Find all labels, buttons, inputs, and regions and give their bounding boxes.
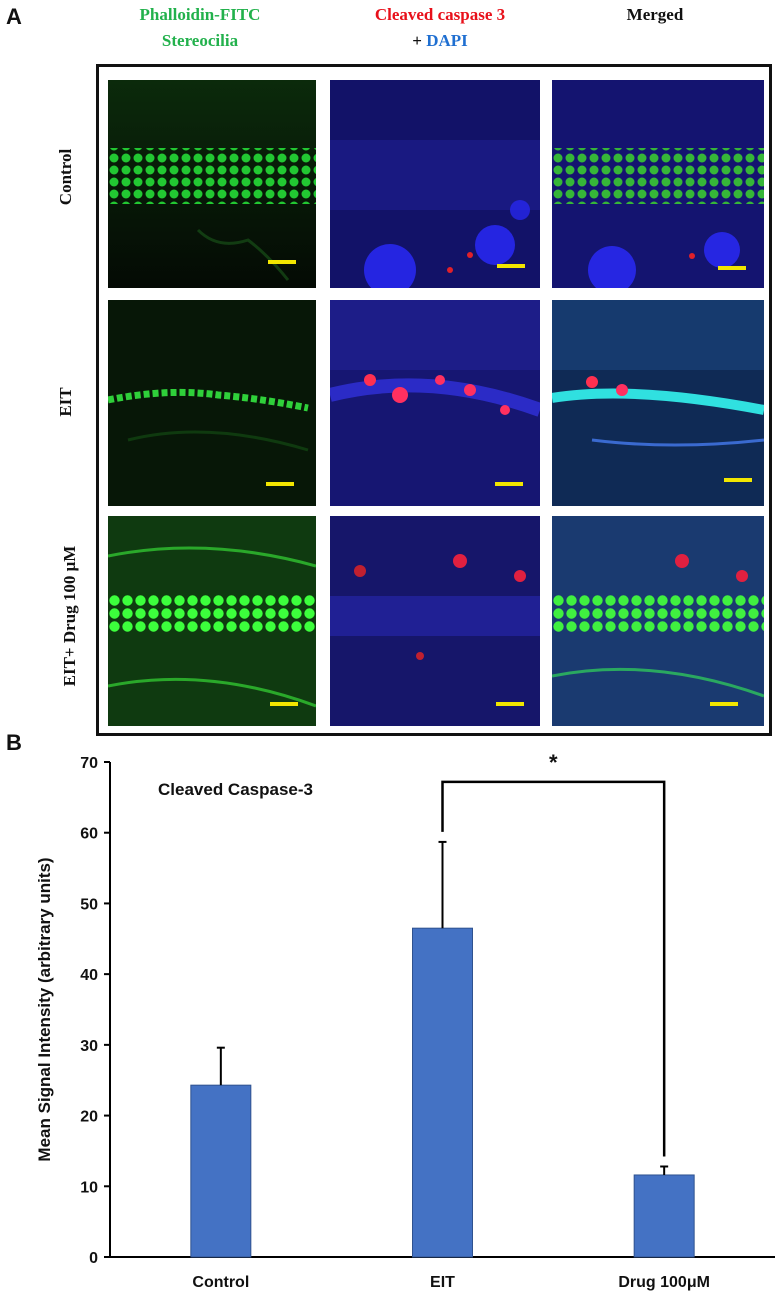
y-tick-label: 30 — [80, 1038, 98, 1055]
bar — [190, 1084, 252, 1258]
micrograph-eit-merged — [552, 300, 764, 506]
micrograph-control-merged — [552, 80, 764, 288]
scale-bar — [497, 264, 525, 268]
column-header-phalloidin-line2: Stereocilia — [161, 31, 239, 50]
significance-star: * — [549, 750, 558, 775]
y-axis-label: Mean Signal Intensity (arbitrary units) — [35, 857, 54, 1161]
micrograph-control-phalloidin-art — [108, 80, 316, 288]
y-tick-label: 70 — [80, 755, 98, 772]
chart-bars: Control EIT Drug 100μM — [190, 840, 710, 1291]
bar — [633, 1174, 695, 1258]
chart-axes: 0 10 20 30 40 50 60 70 Mean Signal Intensity (ar… — [35, 755, 775, 1267]
micrograph-eit-phalloidin — [108, 300, 316, 506]
x-tick-label: Control — [192, 1274, 249, 1291]
scale-bar — [268, 260, 296, 264]
row-label-control: Control — [56, 148, 75, 206]
y-tick-label: 50 — [80, 896, 98, 913]
micrograph-eit-merged-art — [552, 300, 764, 506]
column-header-phalloidin: Phalloidin-FITC Stereocilia — [100, 2, 300, 54]
y-tick-label: 0 — [89, 1250, 98, 1267]
bar — [412, 927, 473, 1258]
micrograph-eit-caspase-art — [330, 300, 540, 506]
y-tick-label: 20 — [80, 1109, 98, 1126]
scale-bar — [270, 702, 298, 706]
micrograph-drug-caspase-art — [330, 516, 540, 726]
scale-bar — [266, 482, 294, 486]
y-tick-label: 60 — [80, 826, 98, 843]
scale-bar — [496, 702, 524, 706]
micrograph-control-caspase — [330, 80, 540, 288]
micrograph-drug-caspase — [330, 516, 540, 726]
micrograph-drug-phalloidin — [108, 516, 316, 726]
row-label-eit: EIT — [56, 387, 75, 417]
x-tick-label: EIT — [430, 1274, 455, 1291]
scale-bar — [710, 702, 738, 706]
y-tick-label: 10 — [80, 1179, 98, 1196]
micrograph-control-merged-art — [552, 80, 764, 288]
significance-bracket — [441, 780, 666, 1157]
x-tick-label: Drug 100μM — [618, 1274, 710, 1291]
micrograph-drug-phalloidin-art — [108, 516, 316, 726]
micrograph-eit-caspase — [330, 300, 540, 506]
micrograph-drug-merged-art — [552, 516, 764, 726]
micrograph-control-caspase-art — [330, 80, 540, 288]
scale-bar — [724, 478, 752, 482]
scale-bar — [495, 482, 523, 486]
chart-title: Cleaved Caspase-3 — [158, 780, 313, 799]
scale-bar — [718, 266, 746, 270]
row-label-eit-drug: EIT+ Drug 100 μM — [60, 545, 79, 687]
column-header-dapi: DAPI — [426, 31, 468, 50]
y-tick-label: 40 — [80, 967, 98, 984]
column-header-caspase: Cleaved caspase 3 + DAPI — [320, 2, 560, 54]
micrograph-eit-phalloidin-art — [108, 300, 316, 506]
column-header-plus: + — [412, 31, 427, 50]
column-header-merged: Merged — [626, 5, 684, 24]
column-header-caspase-line1: Cleaved caspase 3 — [374, 5, 506, 24]
micrograph-control-phalloidin — [108, 80, 316, 288]
bar-chart: 0 10 20 30 40 50 60 70 Mean Signal Intensity (ar… — [35, 750, 775, 1291]
panel-a-letter: A — [6, 4, 22, 29]
column-header-phalloidin-line1: Phalloidin-FITC — [139, 5, 261, 24]
chart-annotations: * — [441, 750, 666, 1157]
micrograph-drug-merged — [552, 516, 764, 726]
panel-b-letter: B — [6, 730, 22, 755]
